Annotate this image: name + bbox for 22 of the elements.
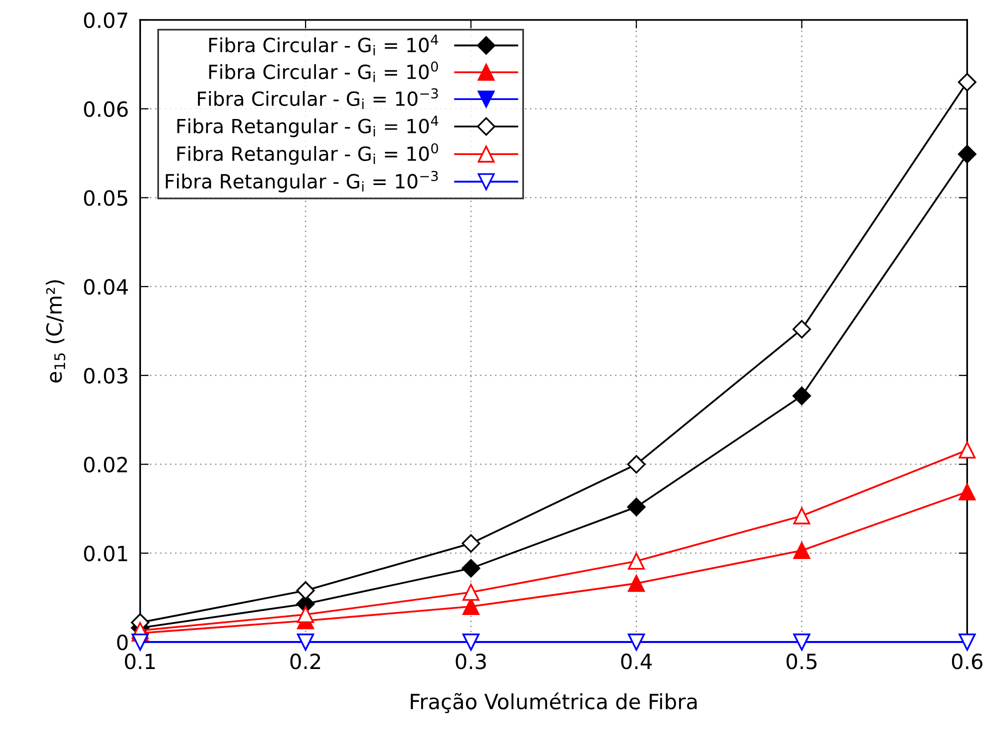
x-tick-label: 0.2 [290, 654, 320, 670]
x-tick-label: 0.3 [456, 654, 486, 670]
y-tick-label: 0.05 [84, 190, 128, 206]
y-tick-label: 0.03 [84, 368, 128, 384]
y-tick-label: 0 [117, 634, 128, 650]
legend-label: Fibra Circular - G$_{i}$ = 10$^{−3}$ [198, 88, 438, 109]
x-axis-title: Fração Volumétrica de Fibra [410, 692, 697, 714]
y-tick-label: 0.06 [84, 101, 128, 118]
y-tick-label: 0.01 [84, 546, 128, 562]
legend-label: Fibra Retangular - G$_{i}$ = 10$^{4}$ [177, 116, 438, 138]
legend-label: Fibra Circular - G$_{i}$ = 10$^{0}$ [209, 61, 438, 82]
y-tick-label: 0.04 [84, 279, 128, 295]
y-axis-title: e$_{15}$ (C/m²) [46, 280, 66, 383]
legend-label: Fibra Circular - G$_{i}$ = 10$^{4}$ [209, 34, 438, 56]
x-tick-label: 0.6 [952, 654, 982, 670]
y-tick-label: 0.07 [84, 12, 128, 28]
legend-label: Fibra Retangular - G$_{i}$ = 10$^{0}$ [177, 143, 438, 165]
x-tick-label: 0.5 [786, 654, 817, 670]
x-tick-label: 0.1 [124, 654, 155, 670]
legend-label: Fibra Retangular - G$_{i}$ = 10$^{−3}$ [166, 170, 438, 192]
x-tick-label: 0.4 [621, 654, 652, 670]
y-tick-label: 0.02 [84, 456, 127, 473]
